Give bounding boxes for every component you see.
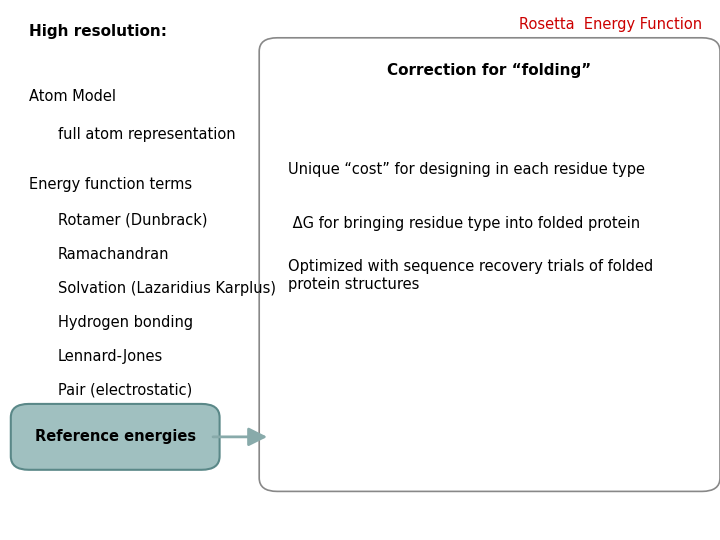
Text: Pair (electrostatic): Pair (electrostatic) (58, 383, 192, 398)
Text: Correction for “folding”: Correction for “folding” (387, 63, 592, 78)
Text: Optimized with sequence recovery trials of folded
protein structures: Optimized with sequence recovery trials … (288, 259, 653, 292)
Text: Reference energies: Reference energies (35, 429, 196, 444)
Text: High resolution:: High resolution: (29, 24, 167, 39)
FancyBboxPatch shape (11, 404, 220, 470)
Text: Ramachandran: Ramachandran (58, 247, 169, 262)
Text: Atom Model: Atom Model (29, 89, 116, 104)
Text: Energy function terms: Energy function terms (29, 177, 192, 192)
Text: Hydrogen bonding: Hydrogen bonding (58, 315, 193, 330)
Text: full atom representation: full atom representation (58, 127, 235, 142)
Text: Unique “cost” for designing in each residue type: Unique “cost” for designing in each resi… (288, 162, 645, 177)
Text: Solvation (Lazaridius Karplus): Solvation (Lazaridius Karplus) (58, 281, 276, 296)
Text: ΔG for bringing residue type into folded protein: ΔG for bringing residue type into folded… (288, 216, 640, 231)
FancyBboxPatch shape (259, 38, 720, 491)
Text: Rotamer (Dunbrack): Rotamer (Dunbrack) (58, 213, 207, 228)
Text: Rosetta  Energy Function: Rosetta Energy Function (519, 17, 702, 32)
Text: Lennard-Jones: Lennard-Jones (58, 349, 163, 364)
